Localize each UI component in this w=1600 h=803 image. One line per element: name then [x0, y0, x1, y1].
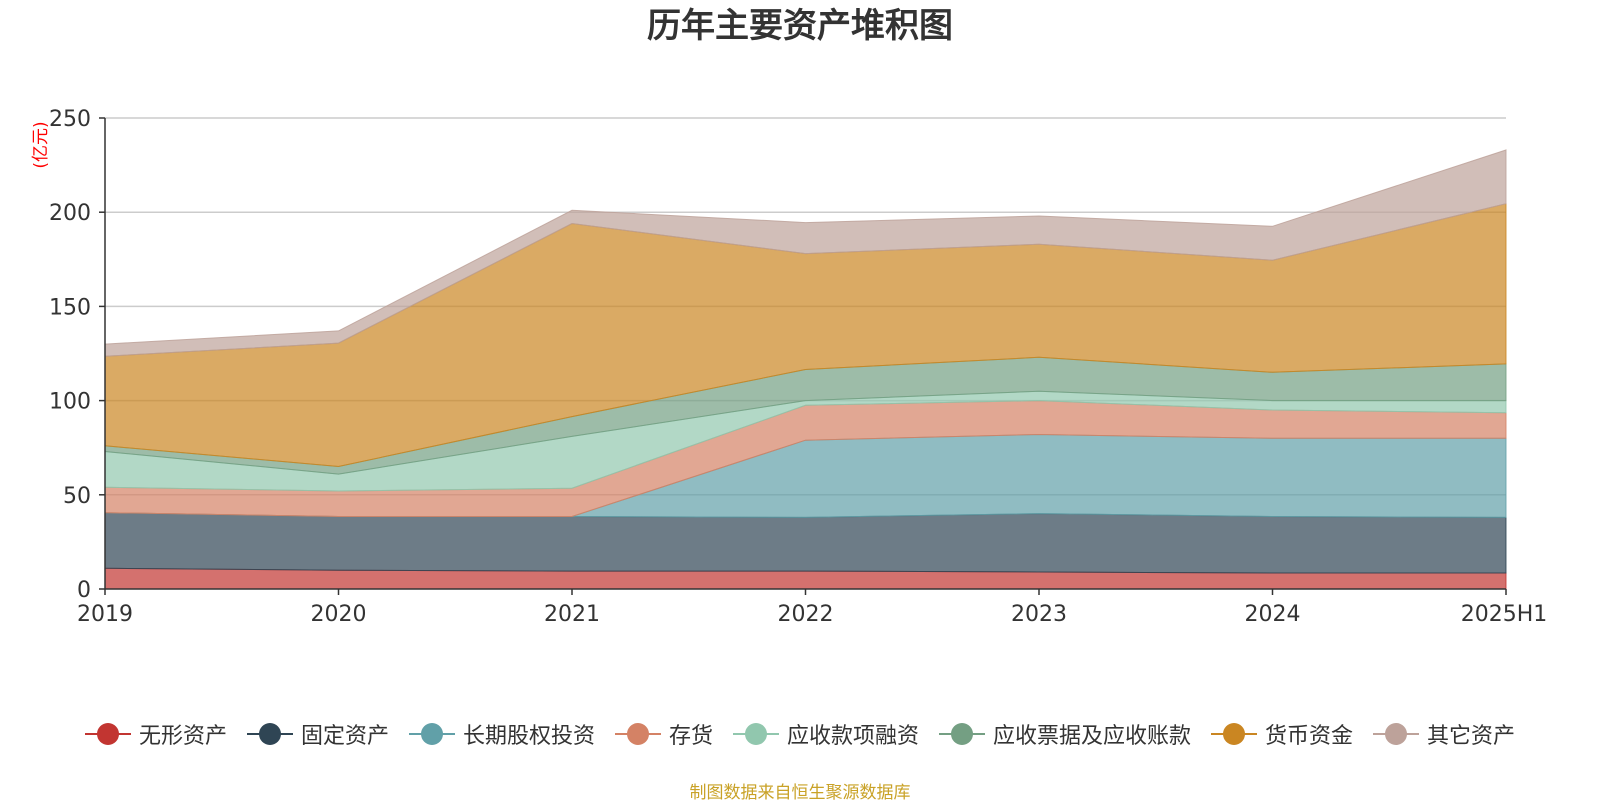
legend-marker-icon	[1211, 723, 1258, 745]
legend: 无形资产 固定资产 长期股权投资 存货 应收款项融资 应收票据及应收账款 货币资金 其它资产	[0, 718, 1600, 750]
legend-item[interactable]: 应收票据及应收账款	[939, 718, 1191, 750]
x-tick-label: 2021	[544, 602, 600, 627]
y-tick-label: 200	[49, 201, 91, 226]
y-tick-label: 100	[49, 390, 91, 415]
x-tick-label: 2019	[77, 602, 133, 627]
legend-marker-icon	[84, 723, 131, 745]
area-series-1	[104, 512, 1507, 574]
legend-marker-icon	[614, 723, 661, 745]
legend-item[interactable]: 无形资产	[84, 718, 227, 750]
area-series-7	[104, 149, 1507, 357]
y-axis-title: (亿元)	[31, 121, 51, 168]
legend-label: 其它资产	[1427, 724, 1516, 749]
legend-label: 存货	[668, 724, 713, 749]
legend-item[interactable]: 固定资产	[246, 718, 389, 750]
legend-label: 应收票据及应收账款	[993, 724, 1192, 749]
x-tick-label: 2025H1	[1461, 602, 1548, 627]
legend-marker-icon	[408, 723, 455, 745]
area-layer	[104, 149, 1507, 590]
x-tick-label: 2020	[311, 602, 367, 627]
legend-item[interactable]: 长期股权投资	[408, 718, 595, 750]
legend-label: 货币资金	[1265, 724, 1354, 749]
y-tick-label: 250	[49, 107, 91, 132]
legend-label: 长期股权投资	[462, 724, 595, 749]
legend-label: 无形资产	[138, 724, 227, 749]
x-tick-label: 2023	[1011, 602, 1067, 627]
legend-item[interactable]: 其它资产	[1373, 718, 1515, 750]
legend-label: 固定资产	[300, 724, 389, 749]
x-tick-label: 2024	[1245, 602, 1301, 627]
legend-item[interactable]: 应收款项融资	[733, 718, 919, 750]
y-tick-label: 0	[77, 578, 91, 603]
y-tick-label: 50	[63, 484, 91, 509]
y-tick-label: 150	[49, 295, 91, 320]
legend-item[interactable]: 存货	[614, 718, 713, 750]
legend-label: 应收款项融资	[787, 724, 920, 749]
legend-marker-icon	[246, 723, 293, 745]
axis-layer: 0 50 100 150 200 250 2019 2020 2021 2022 2023 2024 2…	[49, 107, 1547, 627]
legend-marker-icon	[939, 723, 986, 745]
legend-item[interactable]: 货币资金	[1211, 718, 1353, 750]
x-tick-label: 2022	[778, 602, 834, 627]
source-note: 制图数据来自恒生聚源数据库	[689, 783, 911, 803]
legend-marker-icon	[733, 723, 779, 745]
chart-title: 历年主要资产堆积图	[647, 6, 953, 46]
legend-marker-icon	[1373, 723, 1420, 745]
